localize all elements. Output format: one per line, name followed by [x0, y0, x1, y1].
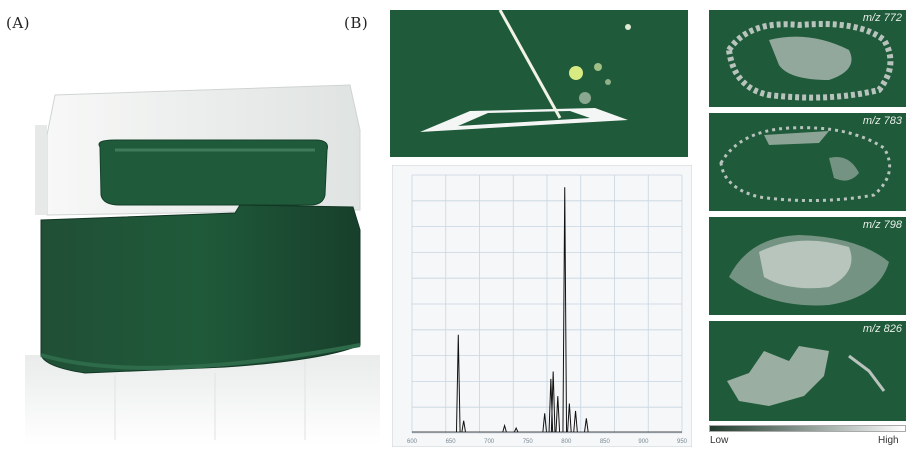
ion-distribution [727, 346, 886, 406]
ion-distribution [729, 235, 889, 306]
x-tick-label: 600 [407, 439, 418, 445]
intensity-low-label: Low [710, 435, 729, 446]
panel-a-label: (A) [6, 14, 31, 32]
ion-signal-region [829, 157, 859, 181]
ion-signal-region [759, 240, 852, 289]
instrument-illustration [25, 84, 380, 445]
ion-image-label: m/z 772 [862, 12, 902, 24]
tissue-outline [719, 126, 892, 203]
x-tick-label: 800 [561, 439, 572, 445]
ion-signal-region [727, 346, 829, 406]
x-tick-label: 750 [523, 439, 534, 445]
spectrum-peak [513, 426, 519, 433]
x-tick-label: 950 [677, 439, 688, 445]
chart-grid [411, 174, 683, 434]
ion-image-tile: m/z 772 [709, 10, 906, 107]
panel-b-label: (B) [344, 14, 369, 32]
spectrum-peak [542, 413, 547, 433]
intensity-high-label: High [878, 435, 899, 446]
mass-spectrum-chart: 600 650 700 750 800 850 900 950 [392, 165, 692, 447]
tissue-outline [725, 21, 894, 101]
ion-particle [569, 66, 583, 80]
intensity-scale-bar [709, 425, 906, 432]
left-side-panel [35, 125, 47, 215]
ion-particle [579, 92, 591, 104]
spectrum-peak [562, 187, 568, 433]
spectrum-peak [455, 334, 461, 433]
spectrum-peak [573, 410, 578, 433]
x-tick-label: 650 [446, 439, 457, 445]
ion-image-label: m/z 826 [862, 323, 902, 335]
x-tick-label: 700 [484, 439, 495, 445]
spectrum-peak [555, 396, 561, 433]
ion-image-tile: m/z 783 [709, 113, 906, 211]
ion-image-tile: m/z 826 [709, 321, 906, 421]
x-tick-label: 900 [638, 439, 649, 445]
ion-signal-trace [848, 354, 886, 392]
spectrum-peak [502, 423, 507, 433]
ion-particle [605, 79, 611, 85]
ion-particle [625, 24, 631, 30]
ion-signal-region [764, 131, 829, 145]
spectrum-peak [567, 403, 572, 433]
spectrum-peak [550, 371, 556, 433]
ion-image-label: m/z 783 [862, 115, 902, 127]
ion-image-tile: m/z 798 [709, 217, 906, 315]
ion-particle [594, 63, 602, 71]
base-edge [40, 343, 361, 370]
ion-signal-region [769, 36, 852, 80]
laser-background [390, 10, 688, 157]
sample-window [98, 139, 328, 206]
ion-distribution [725, 21, 894, 101]
spectrum-peak [584, 418, 589, 433]
spectrum-peaks [412, 187, 682, 433]
spectrum-peak [461, 420, 466, 433]
x-tick-label: 850 [600, 439, 611, 445]
x-tick-labels: 600 650 700 750 800 850 900 950 [407, 439, 688, 445]
chart-background [392, 165, 692, 447]
instrument-body [40, 204, 361, 374]
ion-distribution [719, 126, 892, 203]
laser-illustration [390, 10, 688, 157]
laser-beam [498, 10, 562, 119]
ion-image-label: m/z 798 [862, 219, 902, 231]
